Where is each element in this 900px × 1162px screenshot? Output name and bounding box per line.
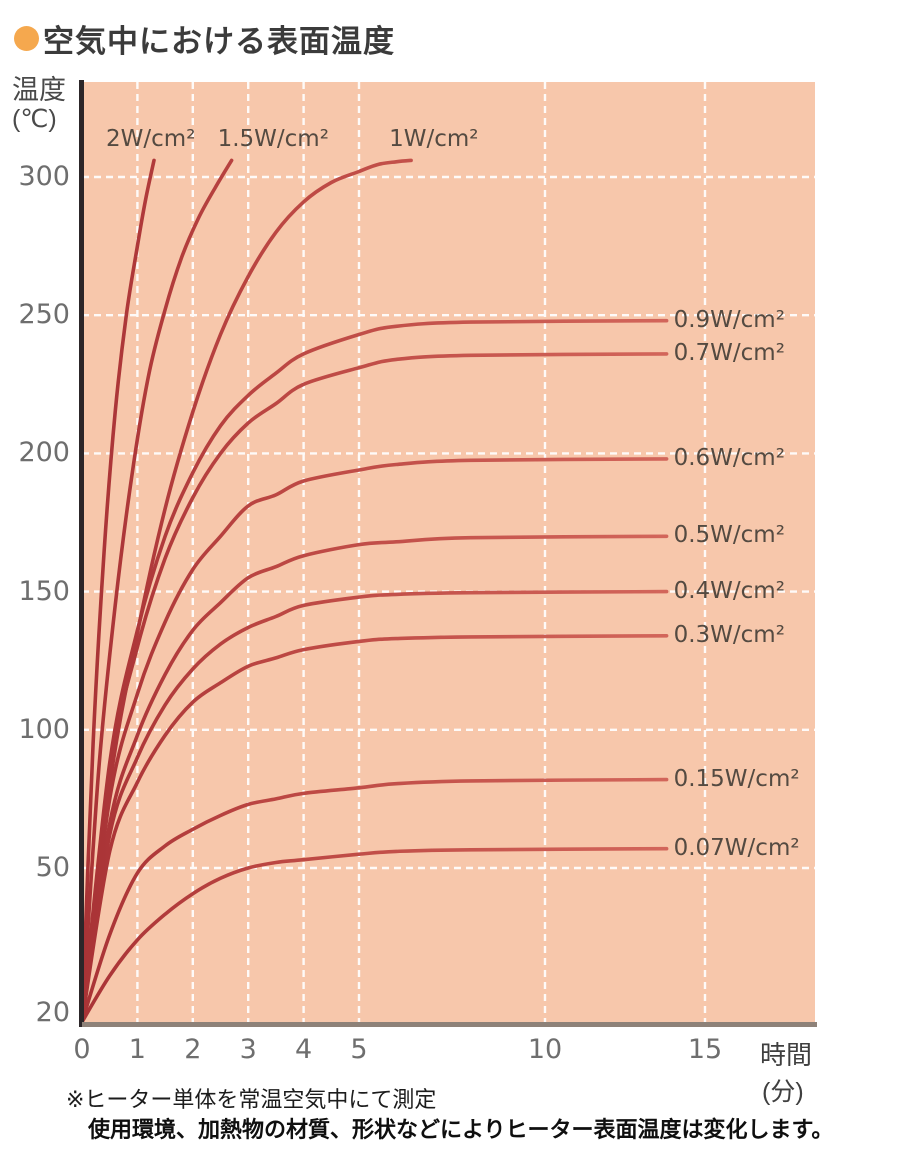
series-label: 0.3W/cm²	[673, 621, 785, 648]
gridlines	[82, 82, 815, 1022]
series-curve-5	[80, 457, 669, 1024]
y-tick-label: 50	[35, 852, 70, 883]
y-tick-label: 300	[18, 161, 70, 192]
series-label: 0.5W/cm²	[673, 522, 785, 549]
x-tick-label: 10	[527, 1034, 563, 1065]
series-label: 1W/cm²	[389, 126, 479, 152]
series-curve-8	[80, 634, 669, 1024]
x-tick-label: 3	[239, 1034, 257, 1065]
x-axis-line	[82, 1022, 817, 1027]
x-tick-label: 15	[687, 1034, 723, 1065]
y-tick-label: 150	[18, 575, 70, 607]
x-tick-label: 4	[295, 1034, 313, 1065]
x-axis-unit: (分)	[762, 1078, 804, 1106]
chart-title: 空気中における表面温度	[43, 24, 395, 59]
series-label: 0.7W/cm²	[673, 339, 785, 366]
y-tick-label: 20	[35, 997, 70, 1028]
series-curve-9	[80, 777, 669, 1024]
series-curve-1	[80, 158, 234, 1024]
x-tick-label: 0	[73, 1034, 91, 1065]
bullet-icon	[14, 26, 39, 51]
y-tick-label: 200	[18, 437, 70, 469]
note-line-1: ※ヒーター単体を常温空気中にて測定	[66, 1087, 437, 1112]
series-curve-0	[80, 158, 156, 1024]
x-tick-label: 2	[184, 1034, 202, 1065]
x-tick-label: 5	[350, 1034, 368, 1065]
x-axis-name: 時間	[760, 1040, 813, 1070]
y-tick-label: 250	[18, 299, 70, 331]
y-axis-name: 温度	[12, 75, 66, 105]
series-curve-6	[80, 534, 669, 1024]
x-tick-label: 1	[128, 1034, 146, 1065]
note-line-2: 使用環境、加熱物の材質、形状などによりヒーター表面温度は変化します。	[88, 1117, 834, 1142]
y-axis-unit: (℃)	[12, 105, 57, 133]
series-curve-7	[80, 589, 669, 1024]
series-label: 0.4W/cm²	[673, 577, 785, 604]
series-label: 0.6W/cm²	[673, 444, 785, 471]
series-label: 2W/cm²	[106, 126, 196, 152]
y-tick-label: 100	[18, 713, 70, 745]
series-curve-4	[80, 352, 669, 1024]
chart-header: 空気中における表面温度	[14, 16, 395, 61]
series-label: 0.07W/cm²	[673, 834, 800, 861]
series-label: 0.9W/cm²	[673, 306, 785, 333]
y-axis-line	[79, 80, 84, 1027]
series-curve-3	[80, 318, 669, 1024]
series-label: 1.5W/cm²	[217, 126, 329, 152]
series-curve-10	[80, 846, 669, 1024]
series-label: 0.15W/cm²	[673, 765, 800, 792]
